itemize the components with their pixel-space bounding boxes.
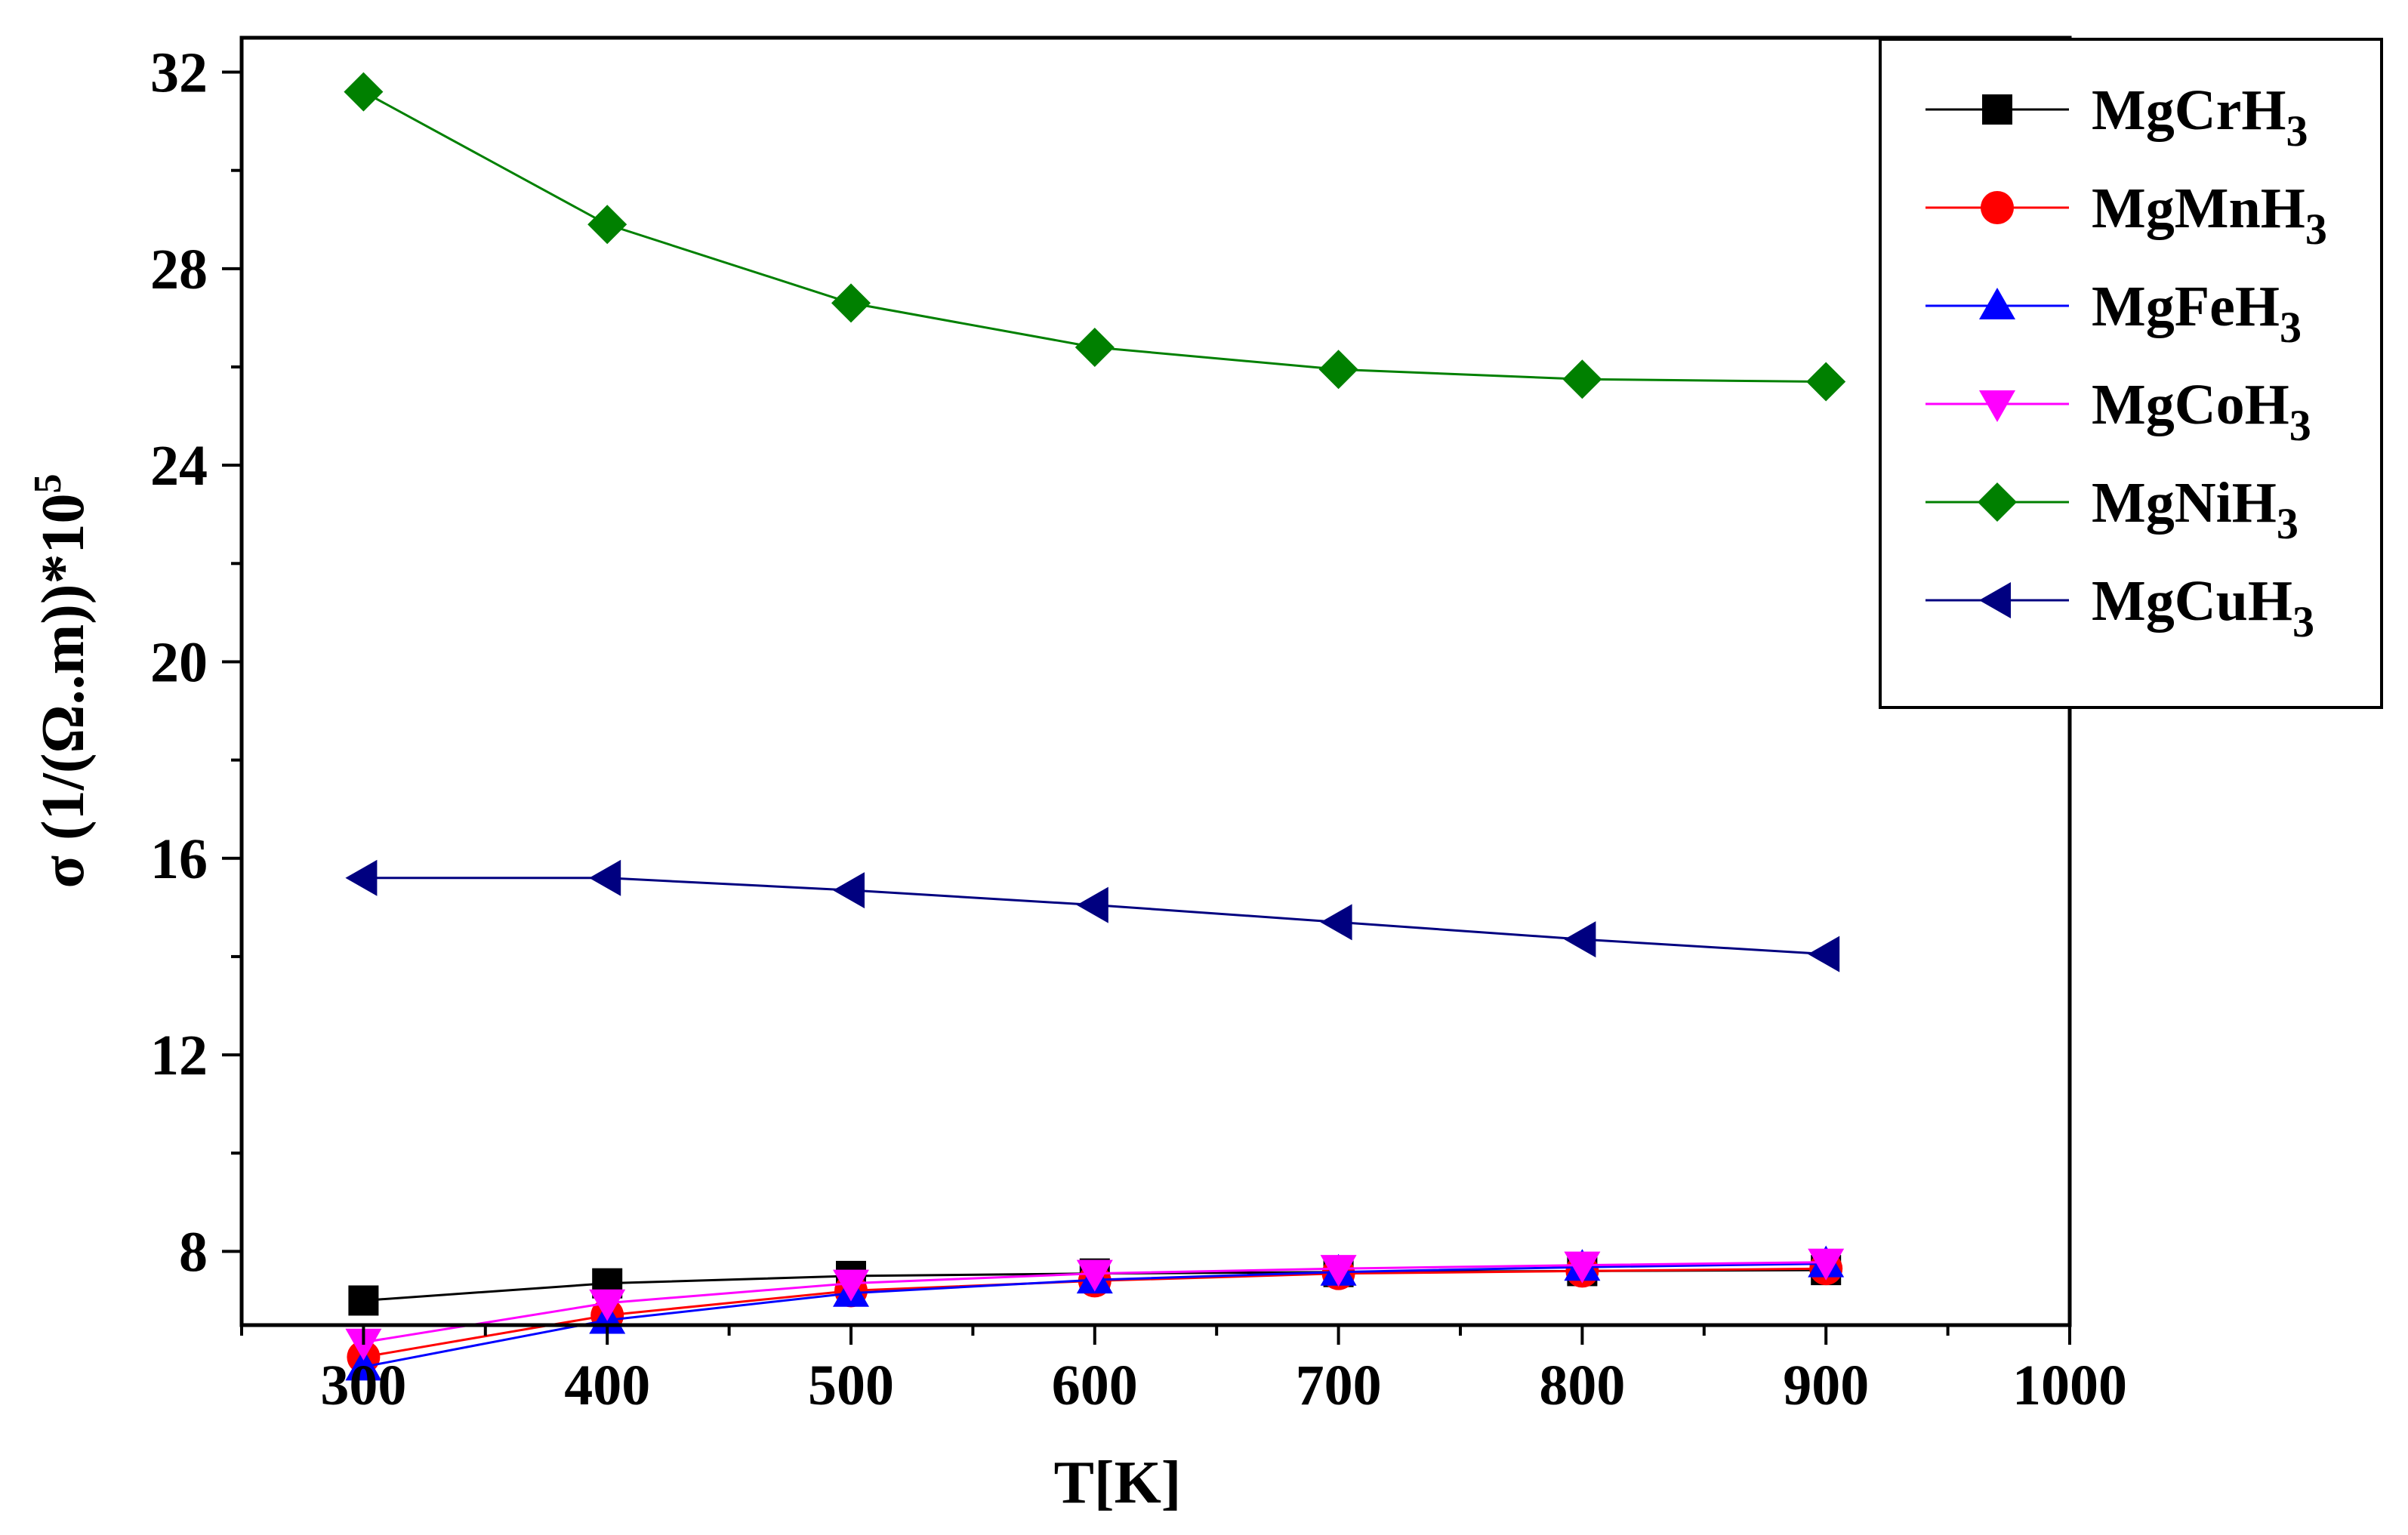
- data-point-mgcuh3: [1564, 921, 1596, 958]
- x-tick-label: 700: [1296, 1354, 1382, 1417]
- x-tick-label: 1000: [2012, 1354, 2127, 1417]
- data-point-mgcuh3: [345, 859, 378, 896]
- legend-marker-mgnih3: [1978, 482, 2017, 522]
- series-line-mgcuh3: [363, 877, 1827, 956]
- x-tick-label: 900: [1783, 1354, 1869, 1417]
- data-point-mgcuh3: [589, 859, 621, 896]
- data-point-mgnih3: [1075, 327, 1115, 367]
- data-point-mgnih3: [1318, 350, 1358, 390]
- legend-marker-mgfeh3: [1979, 288, 2015, 319]
- legend-label-name: MgCuH: [2092, 569, 2292, 633]
- data-point-mgcoh3: [1320, 1255, 1357, 1287]
- legend-label-name: MgCrH: [2092, 79, 2286, 142]
- legend-label-mgmnh3: MgMnH3: [2092, 177, 2327, 254]
- legend-label-mgcuh3: MgCuH3: [2092, 569, 2314, 646]
- x-axis: 300 400 500 600 700 800 900 1000: [240, 1325, 2127, 1417]
- legend-label-mgnih3: MgNiH3: [2092, 471, 2299, 548]
- data-point-mgnih3: [1806, 362, 1846, 402]
- legend-label-mgcoh3: MgCoH3: [2092, 373, 2311, 450]
- y-tick-label: 8: [179, 1220, 208, 1284]
- data-point-mgcuh3: [833, 872, 865, 909]
- data-point-mgnih3: [1562, 359, 1602, 399]
- data-point-mgnih3: [831, 283, 871, 323]
- x-tick-label: 400: [564, 1354, 650, 1417]
- data-point-mgnih3: [344, 72, 384, 112]
- legend-marker-mgcuh3: [1979, 582, 2011, 618]
- x-tick-label: 600: [1052, 1354, 1138, 1417]
- data-point-mgcuh3: [1320, 904, 1352, 941]
- x-axis-title: T[K]: [1054, 1450, 1182, 1516]
- data-point-mgcoh3: [1564, 1251, 1601, 1284]
- data-point-mgcuh3: [1076, 886, 1108, 923]
- y-axis-title: σ (1/(Ω..m))*105: [26, 473, 97, 888]
- data-point-mgcuh3: [1808, 935, 1840, 972]
- y-tick-label: 16: [150, 828, 208, 891]
- data-point-mgcrh3: [348, 1285, 379, 1316]
- y-axis: 8 12 16 20 24 28 32: [150, 42, 242, 1284]
- legend-marker-mgcrh3: [1982, 94, 2012, 125]
- legend-label-subscript: 3: [2305, 205, 2327, 254]
- data-point-mgcoh3: [1076, 1259, 1113, 1292]
- legend-label-name: MgCoH: [2092, 373, 2289, 436]
- y-tick-label: 20: [150, 630, 208, 694]
- x-tick-label: 500: [808, 1354, 894, 1417]
- legend-label-subscript: 3: [2277, 499, 2299, 548]
- legend-label-name: MgNiH: [2092, 471, 2277, 535]
- legend-label-subscript: 3: [2280, 303, 2302, 352]
- y-axis-title-base: σ (1/(Ω..m))*10: [30, 493, 97, 888]
- legend-marker-mgcoh3: [1979, 390, 2015, 422]
- data-point-mgcoh3: [833, 1269, 869, 1302]
- legend-box: [1879, 38, 2383, 709]
- x-tick-label: 800: [1539, 1354, 1625, 1417]
- data-point-mgcoh3: [589, 1289, 626, 1321]
- data-point-mgnih3: [587, 205, 627, 245]
- x-tick-label: 300: [320, 1354, 406, 1417]
- legend-label-name: MgMnH: [2092, 177, 2305, 240]
- legend-label-name: MgFeH: [2092, 275, 2280, 338]
- legend-label-subscript: 3: [2289, 401, 2311, 450]
- legend-label-mgfeh3: MgFeH3: [2092, 275, 2302, 352]
- y-tick-label: 32: [150, 42, 208, 105]
- data-point-mgfeh3: [345, 1349, 382, 1381]
- y-axis-title-exponent: 5: [26, 473, 69, 493]
- y-tick-label: 24: [150, 434, 208, 498]
- plot-area: [344, 72, 1846, 1381]
- y-tick-label: 28: [150, 238, 208, 301]
- legend-label-subscript: 3: [2292, 597, 2314, 646]
- data-point-mgcoh3: [1808, 1248, 1845, 1281]
- legend-label-subscript: 3: [2286, 106, 2308, 156]
- plot-frame: [239, 35, 2072, 1327]
- legend-marker-mgmnh3: [1981, 191, 2014, 224]
- y-tick-label: 12: [150, 1024, 208, 1087]
- legend-label-mgcrh3: MgCrH3: [2092, 79, 2308, 156]
